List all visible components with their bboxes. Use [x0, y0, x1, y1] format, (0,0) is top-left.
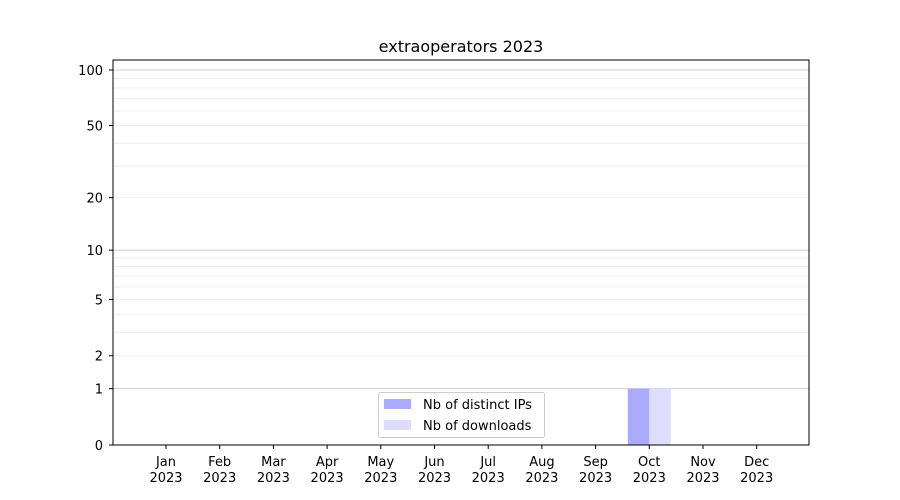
x-tick-label-month: Dec: [744, 455, 769, 470]
legend-swatch: [384, 420, 411, 430]
bar-distinct-ips: [627, 388, 650, 445]
x-tick-label-year: 2023: [740, 471, 773, 486]
x-tick-label-month: Nov: [690, 455, 716, 470]
y-tick-label: 20: [86, 192, 103, 207]
grid: [113, 69, 809, 390]
y-tick-label: 1: [95, 383, 103, 398]
y-tick-label: 10: [86, 244, 103, 259]
x-tick-label-year: 2023: [311, 471, 344, 486]
x-tick-label-year: 2023: [633, 471, 666, 486]
legend-label: Nb of distinct IPs: [423, 398, 532, 413]
x-tick-label-month: Jun: [423, 455, 444, 470]
x-tick-label-month: Jan: [155, 455, 176, 470]
chart-title: extraoperators 2023: [379, 37, 544, 56]
legend-label: Nb of downloads: [423, 419, 532, 434]
x-tick-label-year: 2023: [364, 471, 397, 486]
y-tick-label: 100: [78, 64, 103, 79]
legend-box: [378, 392, 545, 438]
y-axis: 0 1 2 5 10 20 50 100: [78, 64, 113, 454]
x-tick-label-year: 2023: [686, 471, 719, 486]
y-tick-label: 2: [95, 350, 103, 365]
bars: [627, 388, 671, 445]
x-tick-label-month: Sep: [583, 455, 608, 470]
x-tick-label-month: Apr: [316, 455, 339, 470]
x-tick-label-month: Aug: [529, 455, 554, 470]
legend-swatch: [384, 399, 411, 409]
x-tick-label-year: 2023: [579, 471, 612, 486]
y-tick-label: 5: [95, 293, 103, 308]
y-tick-label: 0: [95, 439, 103, 454]
x-tick-label-year: 2023: [203, 471, 236, 486]
y-tick-label: 50: [86, 120, 103, 135]
x-axis: Jan2023Feb2023Mar2023Apr2023May2023Jun20…: [149, 445, 773, 486]
x-tick-label-year: 2023: [525, 471, 558, 486]
x-tick-label-year: 2023: [472, 471, 505, 486]
x-tick-label-month: May: [367, 455, 394, 470]
x-tick-label-month: Oct: [638, 455, 660, 470]
x-tick-label-year: 2023: [418, 471, 451, 486]
x-tick-label-month: Jul: [479, 455, 496, 470]
bar-downloads: [649, 388, 671, 445]
x-tick-label-month: Mar: [261, 455, 286, 470]
legend: Nb of distinct IPs Nb of downloads: [378, 392, 545, 438]
plot-frame: [112, 59, 810, 446]
x-tick-label-year: 2023: [149, 471, 182, 486]
x-tick-label-month: Feb: [208, 455, 231, 470]
x-tick-label-year: 2023: [257, 471, 290, 486]
